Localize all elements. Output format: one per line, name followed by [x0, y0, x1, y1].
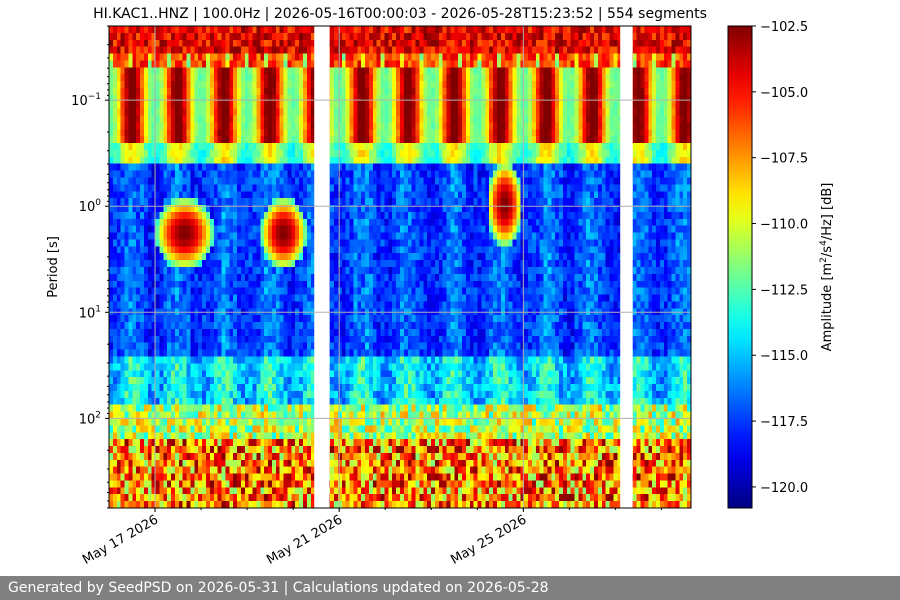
- x-tick-label: May 25 2026: [448, 512, 529, 567]
- plot-area: [109, 26, 691, 508]
- x-axis: May 17 2026 May 21 2026 May 25 2026: [80, 508, 662, 568]
- colorbar-tick-label: −117.5: [760, 415, 808, 430]
- gridlines: [109, 26, 691, 508]
- chart-title: HI.KAC1..HNZ | 100.0Hz | 2026-05-16T00:0…: [93, 6, 707, 22]
- data-gap-2: [620, 26, 633, 508]
- colorbar-tick-label: −102.5: [760, 20, 808, 35]
- colorbar-tick-label: −115.0: [760, 349, 808, 364]
- plot-frame: [108, 25, 692, 509]
- colorbar-tick-label: −112.5: [760, 283, 808, 298]
- data-gaps: [314, 26, 633, 508]
- data-gap-1: [314, 26, 330, 508]
- x-tick-label: May 17 2026: [80, 512, 161, 567]
- y-tick-label: 101: [79, 304, 101, 321]
- colorbar-tick-label: −120.0: [760, 481, 808, 496]
- colorbar-tick-label: −105.0: [760, 86, 808, 101]
- colorbar-label: Amplitude [m2/s4/Hz] [dB]: [819, 183, 835, 352]
- y-tick-label: 102: [79, 410, 101, 427]
- y-tick-label: 100: [79, 198, 102, 215]
- y-axis-label: Period [s]: [46, 236, 61, 298]
- colorbar-tick-label: −110.0: [760, 218, 808, 233]
- colorbar-tick-label: −107.5: [760, 152, 808, 167]
- heatmap-cells: [109, 26, 691, 508]
- footer-text: Generated by SeedPSD on 2026-05-31 | Cal…: [0, 576, 900, 600]
- y-tick-label: 10−1: [71, 92, 101, 109]
- y-axis: 10−1 100 101 102: [71, 25, 109, 509]
- colorbar: [727, 25, 753, 509]
- colorbar-axis: −102.5 −105.0 −107.5 −110.0 −112.5 −115.0 −117…: [752, 20, 808, 496]
- x-tick-label: May 21 2026: [264, 512, 345, 567]
